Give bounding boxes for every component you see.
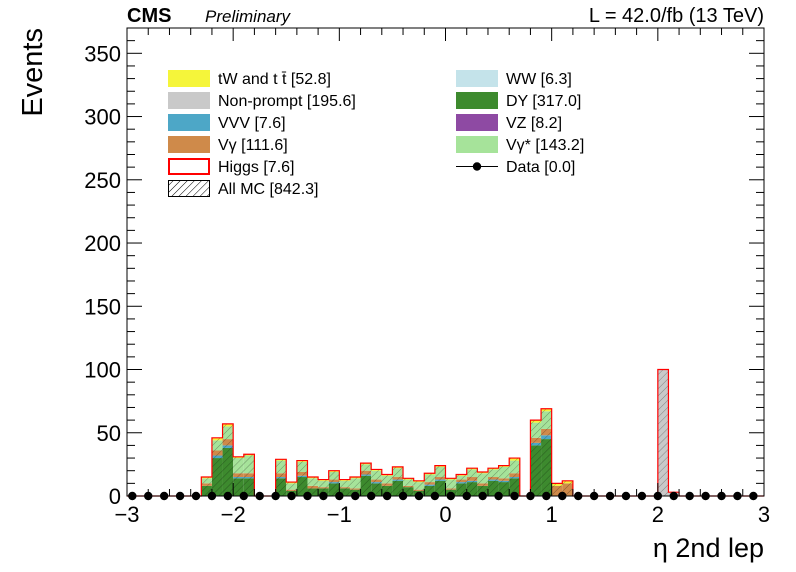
- y-tick-label: 50: [97, 421, 121, 446]
- legend-label: Higgs [7.6]: [218, 159, 294, 176]
- legend-label: Vγ* [143.2]: [506, 137, 584, 154]
- y-tick-label: 0: [109, 484, 121, 509]
- lumi-label: L = 42.0/fb (13 TeV): [589, 5, 764, 27]
- legend-entry: Higgs [7.6]: [168, 158, 294, 176]
- y-tick-labels: 0 50 100 150 200 250 300 350: [84, 41, 121, 509]
- legend-label: Vγ [111.6]: [218, 137, 288, 154]
- legend-label: WW [6.3]: [506, 71, 572, 88]
- legend-entry: VVV [7.6]: [168, 114, 286, 132]
- legend-swatch: [456, 92, 498, 109]
- x-tick-label: 2: [652, 502, 664, 527]
- legend-entry: VZ [8.2]: [456, 114, 562, 132]
- legend-swatch: [168, 180, 210, 197]
- legend-swatch: [168, 136, 210, 153]
- legend-entry: All MC [842.3]: [168, 180, 318, 198]
- y-tick-label: 300: [84, 105, 121, 130]
- legend-swatch: [168, 70, 210, 87]
- legend-swatch: [456, 70, 498, 87]
- legend-swatch: [456, 136, 498, 153]
- legend-label: Data [0.0]: [506, 159, 575, 176]
- y-tick-label: 100: [84, 358, 121, 383]
- legend-label: tW and t t̄ [52.8]: [218, 71, 331, 88]
- legend-entry: DY [317.0]: [456, 92, 581, 110]
- legend-entry: Vγ* [143.2]: [456, 136, 584, 154]
- legend-swatch: [456, 114, 498, 131]
- x-tick-label: −3: [114, 502, 139, 527]
- legend-label: DY [317.0]: [506, 93, 581, 110]
- axis-ticks: [126, 27, 765, 497]
- experiment-label: CMS: [127, 5, 171, 27]
- x-tick-label: 3: [758, 502, 770, 527]
- y-tick-label: 150: [84, 294, 121, 319]
- y-tick-label: 250: [84, 168, 121, 193]
- x-tick-label: −1: [327, 502, 352, 527]
- legend: tW and t t̄ [52.8] Non-prompt [195.6] VVV …: [168, 70, 584, 198]
- legend-entry: Data [0.0]: [456, 159, 575, 176]
- legend-swatch: [168, 114, 210, 131]
- x-tick-labels: −3 −2 −1 0 1 2 3: [114, 502, 770, 527]
- legend-swatch: [168, 92, 210, 109]
- x-tick-label: −2: [221, 502, 246, 527]
- legend-label: VZ [8.2]: [506, 115, 562, 132]
- y-tick-label: 200: [84, 231, 121, 256]
- legend-label: All MC [842.3]: [218, 181, 318, 198]
- legend-entry: tW and t t̄ [52.8]: [168, 70, 331, 88]
- legend-entry: Vγ [111.6]: [168, 136, 288, 154]
- y-axis-label: Events: [17, 28, 49, 117]
- legend-label: Non-prompt [195.6]: [218, 93, 356, 110]
- legend-entry: WW [6.3]: [456, 70, 572, 88]
- x-tick-label: 1: [546, 502, 558, 527]
- x-axis-label: η 2nd lep: [653, 533, 764, 563]
- y-tick-label: 350: [84, 41, 121, 66]
- status-label: Preliminary: [205, 7, 292, 26]
- higgs-outline: [127, 368, 764, 497]
- legend-label: VVV [7.6]: [218, 115, 286, 132]
- legend-entry: Non-prompt [195.6]: [168, 92, 356, 110]
- legend-swatch: [168, 158, 210, 175]
- legend-marker: [472, 162, 482, 171]
- x-tick-label: 0: [439, 502, 451, 527]
